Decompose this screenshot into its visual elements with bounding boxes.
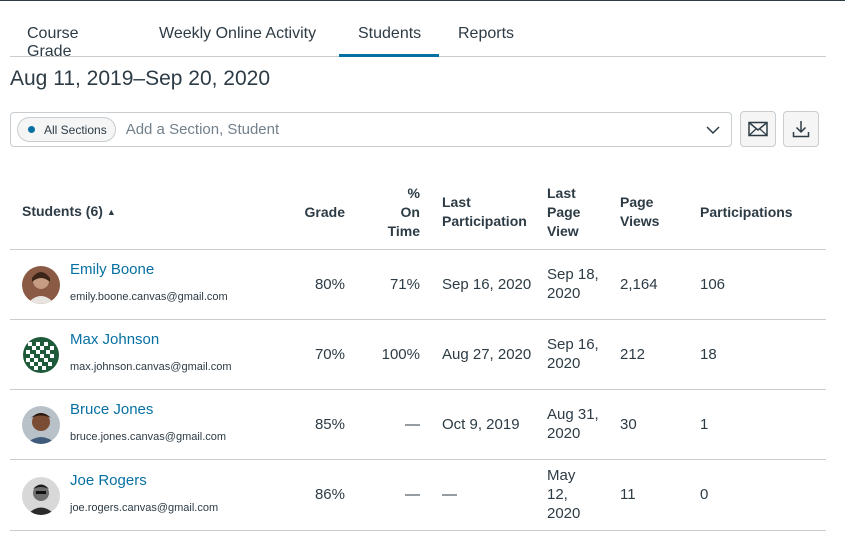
avatar[interactable]: [22, 266, 60, 304]
header-students[interactable]: Students (6) ▲: [10, 176, 272, 250]
last-page-view-line1: Sep 16,: [547, 336, 599, 353]
envelope-icon: [748, 121, 768, 137]
student-email: emily.boone.canvas@gmail.com: [70, 291, 228, 303]
avatar[interactable]: [22, 336, 60, 374]
student-cell: Max Johnson max.johnson.canvas@gmail.com: [10, 319, 272, 390]
chip-label: All Sections: [44, 122, 107, 137]
header-page-views-line2: Views: [620, 213, 660, 230]
header-students-label: Students (6): [22, 203, 103, 220]
table-row: Bruce Jones bruce.jones.canvas@gmail.com…: [10, 389, 826, 460]
header-last-page-view-line2: Page: [547, 203, 581, 220]
page-views-cell: 2,164: [620, 249, 700, 320]
header-page-views-line1: Page: [620, 194, 654, 211]
on-time-cell: 100%: [345, 319, 420, 390]
sort-ascending-icon[interactable]: ▲: [106, 207, 116, 218]
student-cell: Emily Boone emily.boone.canvas@gmail.com: [10, 249, 272, 320]
table-row: Emily Boone emily.boone.canvas@gmail.com…: [10, 249, 826, 320]
student-name-link[interactable]: Joe Rogers: [70, 471, 147, 489]
participations-cell: 1: [700, 389, 826, 460]
message-students-button[interactable]: [740, 111, 776, 147]
last-participation-cell: Sep 16, 2020: [420, 249, 546, 320]
analytics-tabs: Course Grade Weekly Online Activity Stud…: [10, 16, 826, 60]
student-cell: Joe Rogers joe.rogers.canvas@gmail.com: [10, 459, 272, 531]
last-page-view-line2: 2020: [547, 425, 581, 442]
last-page-view-line3: 2020: [547, 505, 581, 522]
last-page-view-cell: Aug 31, 2020: [546, 389, 620, 460]
last-page-view-line1: Sep 18,: [547, 266, 599, 283]
filter-search-input[interactable]: [125, 121, 686, 138]
tab-weekly-online-activity[interactable]: Weekly Online Activity: [159, 25, 317, 42]
student-name-link[interactable]: Emily Boone: [70, 261, 155, 278]
last-page-view-line2: 2020: [547, 355, 581, 372]
header-on-time-line3: Time: [387, 222, 420, 239]
header-last-page-view[interactable]: Last Page View: [546, 176, 620, 250]
tab-reports[interactable]: Reports: [458, 25, 515, 42]
header-on-time[interactable]: % On Time: [345, 176, 420, 250]
last-page-view-line1: Aug 31,: [547, 406, 599, 423]
grade-cell: 85%: [272, 389, 345, 460]
participations-cell: 18: [700, 319, 826, 390]
header-last-page-view-line1: Last: [547, 184, 576, 201]
header-last-participation[interactable]: Last Participation: [420, 176, 546, 250]
student-name-link[interactable]: Bruce Jones: [70, 401, 154, 418]
last-page-view-cell: Sep 16, 2020: [546, 319, 620, 390]
header-last-participation-line2: Participation: [442, 213, 527, 230]
last-participation-cell: Aug 27, 2020: [420, 319, 546, 390]
student-email: joe.rogers.canvas@gmail.com: [70, 501, 219, 514]
last-participation-cell: —: [420, 459, 546, 531]
tab-course-grade[interactable]: Course Grade: [27, 25, 79, 60]
student-name-link[interactable]: Max Johnson: [70, 331, 160, 348]
last-page-view-line2: 2020: [547, 285, 581, 302]
header-grade[interactable]: Grade: [272, 176, 345, 250]
grade-cell: 86%: [272, 459, 345, 531]
last-page-view-line1: May: [547, 467, 576, 484]
table-row: Joe Rogers joe.rogers.canvas@gmail.com 8…: [10, 459, 826, 531]
date-range-heading: Aug 11, 2019–Sep 20, 2020: [10, 67, 271, 90]
table-header-row: Students (6) ▲ Grade % On Time Last Parti…: [10, 176, 826, 250]
header-last-participation-line1: Last: [442, 194, 471, 211]
section-student-filter[interactable]: All Sections: [10, 112, 732, 147]
last-page-view-cell: Sep 18, 2020: [546, 249, 620, 320]
header-on-time-line2: On: [400, 203, 420, 220]
on-time-cell: —: [345, 459, 420, 531]
last-page-view-cell: May 12, 2020: [546, 459, 620, 531]
table-row: Max Johnson max.johnson.canvas@gmail.com…: [10, 319, 826, 390]
student-email: bruce.jones.canvas@gmail.com: [70, 431, 227, 443]
download-button[interactable]: [783, 111, 819, 147]
last-page-view-line2: 12,: [547, 486, 568, 503]
last-participation-cell: Oct 9, 2019: [420, 389, 546, 460]
student-email: max.johnson.canvas@gmail.com: [70, 361, 232, 373]
all-sections-chip[interactable]: All Sections: [17, 117, 116, 142]
participations-cell: 106: [700, 249, 826, 320]
avatar[interactable]: [22, 406, 60, 444]
download-icon: [792, 121, 810, 138]
page-views-cell: 11: [620, 459, 700, 531]
header-participations[interactable]: Participations: [700, 176, 826, 250]
header-last-page-view-line3: View: [547, 222, 579, 239]
avatar[interactable]: [22, 476, 60, 515]
header-on-time-line1: %: [407, 184, 420, 201]
on-time-cell: —: [345, 389, 420, 460]
participations-cell: 0: [700, 459, 826, 531]
chip-dot-icon: [28, 126, 35, 133]
on-time-cell: 71%: [345, 249, 420, 320]
grade-cell: 80%: [272, 249, 345, 320]
header-page-views[interactable]: Page Views: [620, 176, 700, 250]
students-table: Students (6) ▲ Grade % On Time Last Parti…: [10, 176, 826, 531]
page-views-cell: 212: [620, 319, 700, 390]
page-views-cell: 30: [620, 389, 700, 460]
tab-students[interactable]: Students: [339, 16, 439, 57]
grade-cell: 70%: [272, 319, 345, 390]
top-border: [0, 0, 845, 1]
student-cell: Bruce Jones bruce.jones.canvas@gmail.com: [10, 389, 272, 460]
chevron-down-icon[interactable]: [705, 122, 721, 138]
